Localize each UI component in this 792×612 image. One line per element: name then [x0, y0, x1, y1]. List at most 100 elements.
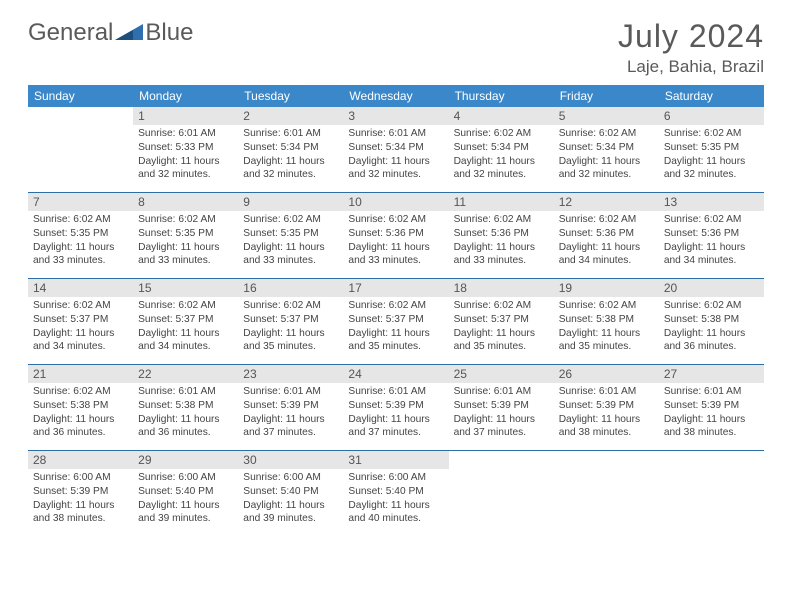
sunrise-line: Sunrise: 6:00 AM	[33, 471, 128, 485]
calendar-cell: 6Sunrise: 6:02 AMSunset: 5:35 PMDaylight…	[659, 107, 764, 193]
day-number: 8	[133, 193, 238, 211]
sunset-line: Sunset: 5:34 PM	[559, 141, 654, 155]
calendar-cell: 29Sunrise: 6:00 AMSunset: 5:40 PMDayligh…	[133, 451, 238, 537]
calendar-page: General Blue July 2024 Laje, Bahia, Braz…	[0, 0, 792, 537]
day-number: 15	[133, 279, 238, 297]
sunrise-line: Sunrise: 6:02 AM	[559, 213, 654, 227]
sunrise-line: Sunrise: 6:00 AM	[243, 471, 338, 485]
day-number: 7	[28, 193, 133, 211]
calendar-cell: 15Sunrise: 6:02 AMSunset: 5:37 PMDayligh…	[133, 279, 238, 365]
sunset-line: Sunset: 5:37 PM	[33, 313, 128, 327]
day-number: 23	[238, 365, 343, 383]
day-number: 5	[554, 107, 659, 125]
daylight-line: Daylight: 11 hours and 33 minutes.	[348, 241, 443, 269]
day-info: Sunrise: 6:02 AMSunset: 5:38 PMDaylight:…	[554, 299, 659, 354]
sunset-line: Sunset: 5:40 PM	[138, 485, 233, 499]
day-number: 12	[554, 193, 659, 211]
calendar-cell: 2Sunrise: 6:01 AMSunset: 5:34 PMDaylight…	[238, 107, 343, 193]
sunset-line: Sunset: 5:33 PM	[138, 141, 233, 155]
day-info: Sunrise: 6:02 AMSunset: 5:37 PMDaylight:…	[28, 299, 133, 354]
daylight-line: Daylight: 11 hours and 37 minutes.	[454, 413, 549, 441]
day-number: 26	[554, 365, 659, 383]
day-number: 11	[449, 193, 554, 211]
calendar-cell: 10Sunrise: 6:02 AMSunset: 5:36 PMDayligh…	[343, 193, 448, 279]
sunrise-line: Sunrise: 6:02 AM	[138, 299, 233, 313]
sunset-line: Sunset: 5:36 PM	[664, 227, 759, 241]
sunrise-line: Sunrise: 6:02 AM	[348, 299, 443, 313]
sunset-line: Sunset: 5:39 PM	[33, 485, 128, 499]
day-info: Sunrise: 6:00 AMSunset: 5:40 PMDaylight:…	[343, 471, 448, 526]
sunset-line: Sunset: 5:39 PM	[454, 399, 549, 413]
day-number: 20	[659, 279, 764, 297]
calendar-cell: 1Sunrise: 6:01 AMSunset: 5:33 PMDaylight…	[133, 107, 238, 193]
sunrise-line: Sunrise: 6:02 AM	[454, 213, 549, 227]
calendar-cell: 12Sunrise: 6:02 AMSunset: 5:36 PMDayligh…	[554, 193, 659, 279]
calendar-cell: 28 Sunrise: 6:00 AMSunset: 5:39 PMDayligh…	[28, 451, 133, 537]
sunset-line: Sunset: 5:38 PM	[138, 399, 233, 413]
sunset-line: Sunset: 5:37 PM	[454, 313, 549, 327]
day-info: Sunrise: 6:02 AMSunset: 5:36 PMDaylight:…	[659, 213, 764, 268]
calendar-cell: 26Sunrise: 6:01 AMSunset: 5:39 PMDayligh…	[554, 365, 659, 451]
calendar-cell: 18 Sunrise: 6:02 AMSunset: 5:37 PMDayligh…	[449, 279, 554, 365]
calendar-cell: 0	[28, 107, 133, 193]
page-header: General Blue July 2024 Laje, Bahia, Braz…	[28, 18, 764, 77]
sunset-line: Sunset: 5:34 PM	[243, 141, 338, 155]
sunset-line: Sunset: 5:38 PM	[664, 313, 759, 327]
sunrise-line: Sunrise: 6:01 AM	[454, 385, 549, 399]
day-info: Sunrise: 6:01 AMSunset: 5:39 PMDaylight:…	[238, 385, 343, 440]
day-number: 4	[449, 107, 554, 125]
day-info: Sunrise: 6:02 AMSunset: 5:38 PMDaylight:…	[659, 299, 764, 354]
daylight-line: Daylight: 11 hours and 40 minutes.	[348, 499, 443, 527]
day-number: 9	[238, 193, 343, 211]
sunset-line: Sunset: 5:39 PM	[243, 399, 338, 413]
day-info: Sunrise: 6:01 AMSunset: 5:39 PMDaylight:…	[343, 385, 448, 440]
sunrise-line: Sunrise: 6:02 AM	[664, 127, 759, 141]
sunrise-line: Sunrise: 6:02 AM	[454, 127, 549, 141]
calendar-cell: 9Sunrise: 6:02 AMSunset: 5:35 PMDaylight…	[238, 193, 343, 279]
day-number: 18	[449, 279, 554, 297]
daylight-line: Daylight: 11 hours and 32 minutes.	[348, 155, 443, 183]
sunrise-line: Sunrise: 6:01 AM	[348, 385, 443, 399]
brand-logo: General Blue	[28, 18, 193, 47]
day-number: 16	[238, 279, 343, 297]
sunset-line: Sunset: 5:39 PM	[348, 399, 443, 413]
daylight-line: Daylight: 11 hours and 34 minutes.	[664, 241, 759, 269]
calendar-cell: 24Sunrise: 6:01 AMSunset: 5:39 PMDayligh…	[343, 365, 448, 451]
sunset-line: Sunset: 5:35 PM	[33, 227, 128, 241]
daylight-line: Daylight: 11 hours and 35 minutes.	[454, 327, 549, 355]
sunrise-line: Sunrise: 6:02 AM	[559, 127, 654, 141]
day-number: 14	[28, 279, 133, 297]
calendar-cell: 25Sunrise: 6:01 AMSunset: 5:39 PMDayligh…	[449, 365, 554, 451]
daylight-line: Daylight: 11 hours and 32 minutes.	[454, 155, 549, 183]
day-number: 28	[28, 451, 133, 469]
calendar-cell: 22Sunrise: 6:01 AMSunset: 5:38 PMDayligh…	[133, 365, 238, 451]
daylight-line: Daylight: 11 hours and 33 minutes.	[138, 241, 233, 269]
day-number: 27	[659, 365, 764, 383]
sunset-line: Sunset: 5:37 PM	[348, 313, 443, 327]
day-number: 2	[238, 107, 343, 125]
daylight-line: Daylight: 11 hours and 38 minutes.	[664, 413, 759, 441]
day-number: 31	[343, 451, 448, 469]
brand-part1: General	[28, 19, 113, 47]
daylight-line: Daylight: 11 hours and 39 minutes.	[243, 499, 338, 527]
calendar-cell: 19Sunrise: 6:02 AMSunset: 5:38 PMDayligh…	[554, 279, 659, 365]
day-info: Sunrise: 6:00 AMSunset: 5:40 PMDaylight:…	[238, 471, 343, 526]
calendar-cell: 23 Sunrise: 6:01 AMSunset: 5:39 PMDayligh…	[238, 365, 343, 451]
sunset-line: Sunset: 5:34 PM	[454, 141, 549, 155]
day-info: Sunrise: 6:02 AMSunset: 5:34 PMDaylight:…	[554, 127, 659, 182]
calendar-cell: 5 Sunrise: 6:02 AMSunset: 5:34 PMDaylight…	[554, 107, 659, 193]
weekday-header: Saturday	[659, 85, 764, 107]
daylight-line: Daylight: 11 hours and 32 minutes.	[138, 155, 233, 183]
daylight-line: Daylight: 11 hours and 36 minutes.	[33, 413, 128, 441]
calendar-cell: 17Sunrise: 6:02 AMSunset: 5:37 PMDayligh…	[343, 279, 448, 365]
daylight-line: Daylight: 11 hours and 34 minutes.	[138, 327, 233, 355]
day-info: Sunrise: 6:01 AMSunset: 5:34 PMDaylight:…	[343, 127, 448, 182]
day-info: Sunrise: 6:02 AMSunset: 5:34 PMDaylight:…	[449, 127, 554, 182]
day-info: Sunrise: 6:02 AMSunset: 5:37 PMDaylight:…	[449, 299, 554, 354]
day-info: Sunrise: 6:01 AMSunset: 5:33 PMDaylight:…	[133, 127, 238, 182]
calendar-cell: 11Sunrise: 6:02 AMSunset: 5:36 PMDayligh…	[449, 193, 554, 279]
sunset-line: Sunset: 5:35 PM	[243, 227, 338, 241]
daylight-line: Daylight: 11 hours and 36 minutes.	[664, 327, 759, 355]
daylight-line: Daylight: 11 hours and 37 minutes.	[243, 413, 338, 441]
day-info: Sunrise: 6:00 AMSunset: 5:39 PMDaylight:…	[28, 471, 133, 526]
